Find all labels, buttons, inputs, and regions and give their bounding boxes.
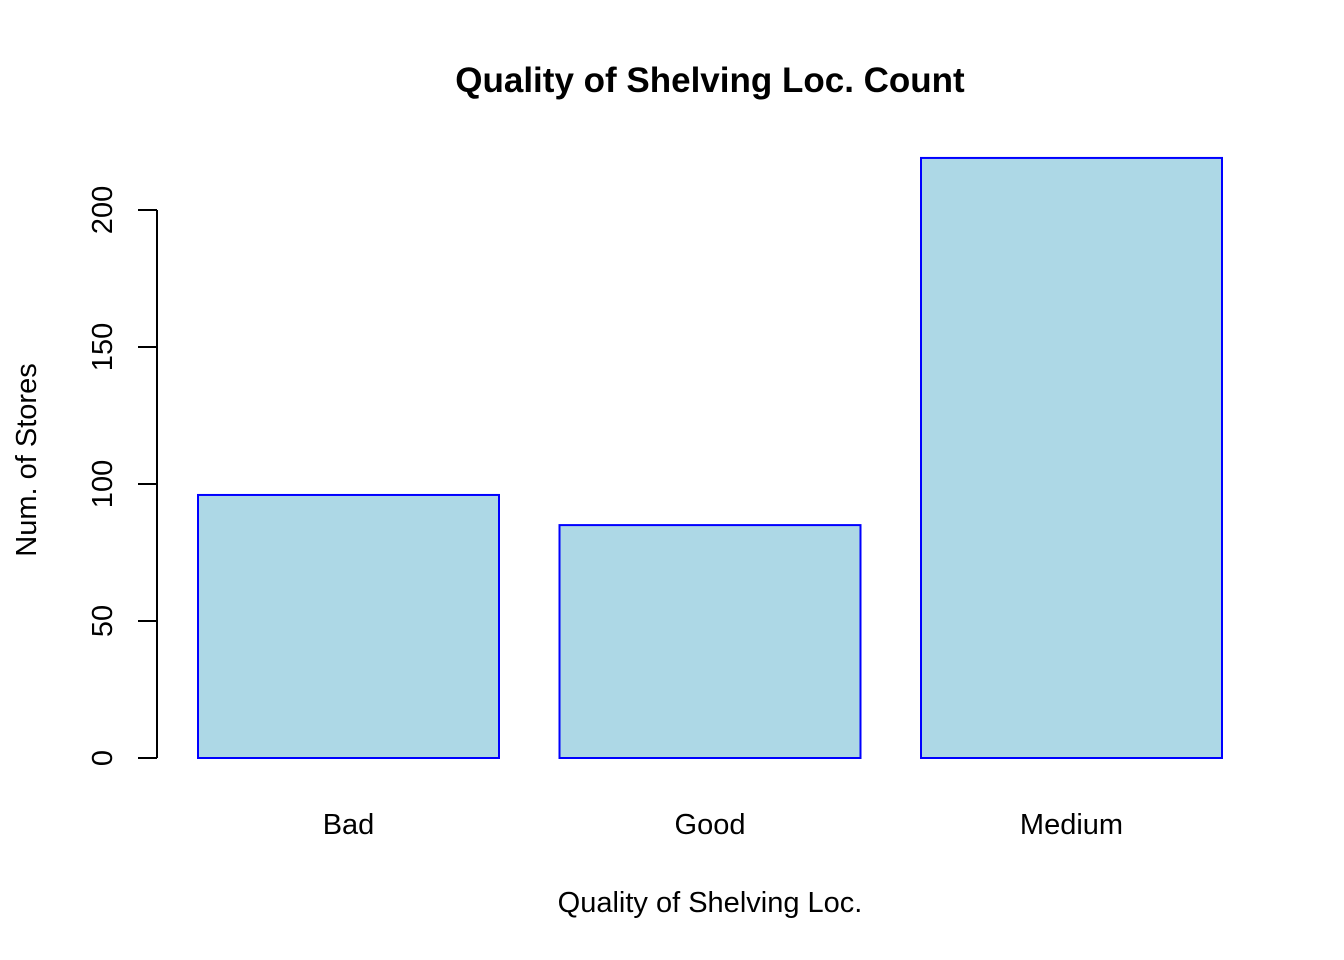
x-tick-label-good: Good xyxy=(675,809,746,841)
y-tick-label-50: 50 xyxy=(87,605,119,637)
x-tick-label-medium: Medium xyxy=(1020,809,1123,841)
x-tick-labels: Bad Good Medium xyxy=(323,809,1123,841)
y-tick-label-200: 200 xyxy=(87,186,119,234)
y-axis-label: Num. of Stores xyxy=(11,363,43,556)
x-tick-label-bad: Bad xyxy=(323,809,375,841)
chart-title: Quality of Shelving Loc. Count xyxy=(455,61,965,100)
bar-medium xyxy=(920,156,1223,759)
y-tick-label-150: 150 xyxy=(87,323,119,371)
y-tick-label-100: 100 xyxy=(87,460,119,508)
bar-good xyxy=(558,524,862,759)
x-axis-label: Quality of Shelving Loc. xyxy=(558,887,863,919)
bars-group xyxy=(197,156,1223,759)
y-axis: 0 50 100 150 200 xyxy=(87,186,158,766)
y-tick-label-0: 0 xyxy=(87,750,119,766)
bar-bad xyxy=(197,493,500,759)
